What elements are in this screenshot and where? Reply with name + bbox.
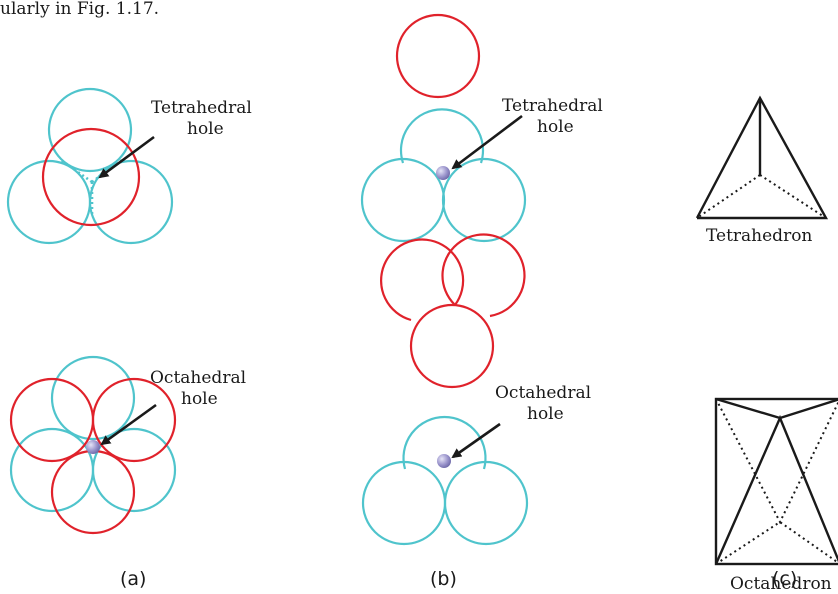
octahedral-hole-label: hole [181, 389, 218, 409]
tetrahedron-label: Tetrahedron [706, 226, 812, 246]
sphere-top-layer-right [441, 233, 526, 318]
octahedron-hidden-edges [715, 398, 838, 565]
tetrahedral-void-side-view: Tetrahedral hole [360, 13, 603, 243]
octahedral-hole-arrow [451, 422, 501, 459]
sphere-top-layer-front [409, 303, 495, 389]
tetrahedron-solid-edges [695, 95, 829, 220]
tetrahedral-hole-label: hole [187, 119, 224, 139]
octahedron-bounding-square [714, 397, 838, 566]
header-text: ularly in Fig. 1.17. [0, 0, 159, 19]
sphere-bottom-layer [443, 460, 529, 546]
sphere-top-layer [91, 377, 177, 463]
octahedral-hole-label: Octahedral [495, 383, 591, 403]
sphere-bottom-layer [360, 157, 446, 243]
octahedral-void-atom [437, 454, 451, 468]
tetrahedron-hidden-edges [696, 174, 827, 219]
sphere-top-layer [395, 13, 481, 99]
caption-c: (c) [772, 568, 797, 590]
sphere-bottom-layer [361, 460, 447, 546]
tetrahedron-shape: Tetrahedron [695, 95, 829, 246]
octahedral-hole-arrow [100, 403, 157, 446]
sphere-back-bottom-layer [399, 108, 485, 164]
sphere-top-layer-left [380, 238, 465, 322]
octahedral-void-atom [86, 440, 100, 454]
sphere-bottom-layer [441, 157, 527, 243]
caption-b: (b) [430, 568, 457, 590]
octahedral-hole-label: hole [527, 404, 564, 424]
octahedron-shape: Octahedron [714, 397, 838, 594]
sphere-bottom-layer [88, 159, 174, 245]
tetrahedral-hole-arrow [98, 135, 155, 179]
tetrahedral-void-atom [436, 166, 450, 180]
sphere-bottom-layer [91, 427, 177, 513]
tetrahedral-hole-label: Tetrahedral [502, 96, 603, 116]
sphere-bottom-layer [47, 87, 133, 173]
sphere-back-bottom-layer [402, 415, 487, 470]
octahedron-solid-edges [714, 397, 838, 565]
sphere-top-layer [41, 127, 141, 227]
octahedral-void-side-view: Octahedral hole [361, 233, 591, 546]
tetrahedral-hole-arrow [451, 114, 523, 170]
octahedral-hole-label: Octahedral [150, 368, 246, 388]
tetrahedral-void-top-view: Tetrahedral hole [6, 87, 252, 245]
tetrahedral-hole-label: Tetrahedral [151, 98, 252, 118]
octahedron-label: Octahedron [730, 574, 832, 594]
tetrahedral-hole-label: hole [537, 117, 574, 137]
caption-a: (a) [120, 568, 146, 590]
octahedral-void-top-view: Octahedral hole [9, 355, 246, 535]
sphere-bottom-layer [50, 355, 136, 441]
